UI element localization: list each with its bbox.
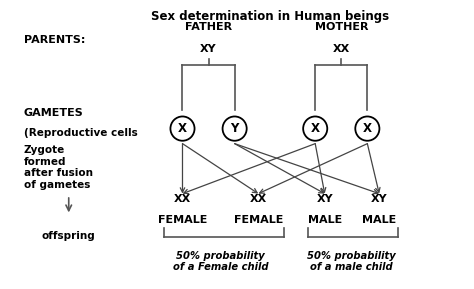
Text: 50% probability
of a male child: 50% probability of a male child (307, 251, 396, 272)
Ellipse shape (356, 116, 379, 141)
Text: X: X (363, 122, 372, 135)
Text: PARENTS:: PARENTS: (24, 36, 85, 45)
Text: Zygote
formed
after fusion
of gametes: Zygote formed after fusion of gametes (24, 145, 93, 190)
Text: MALE: MALE (362, 215, 396, 225)
Text: X: X (178, 122, 187, 135)
Text: Y: Y (230, 122, 239, 135)
Ellipse shape (223, 116, 246, 141)
Text: 50% probability
of a Female child: 50% probability of a Female child (173, 251, 268, 272)
Text: XX: XX (174, 194, 191, 204)
Text: MALE: MALE (308, 215, 342, 225)
Text: offspring: offspring (42, 231, 96, 240)
Text: FATHER: FATHER (185, 23, 232, 32)
Text: XY: XY (316, 194, 333, 204)
Ellipse shape (171, 116, 194, 141)
Text: Sex determination in Human beings: Sex determination in Human beings (151, 10, 389, 23)
Text: XX: XX (333, 44, 350, 54)
Text: X: X (311, 122, 319, 135)
Text: XY: XY (200, 44, 217, 54)
Text: GAMETES: GAMETES (24, 108, 83, 118)
Text: MOTHER: MOTHER (315, 23, 368, 32)
Text: XX: XX (250, 194, 267, 204)
Text: FEMALE: FEMALE (234, 215, 283, 225)
Ellipse shape (303, 116, 327, 141)
Text: XY: XY (371, 194, 388, 204)
Text: (Reproductive cells: (Reproductive cells (24, 128, 137, 138)
Text: FEMALE: FEMALE (158, 215, 207, 225)
